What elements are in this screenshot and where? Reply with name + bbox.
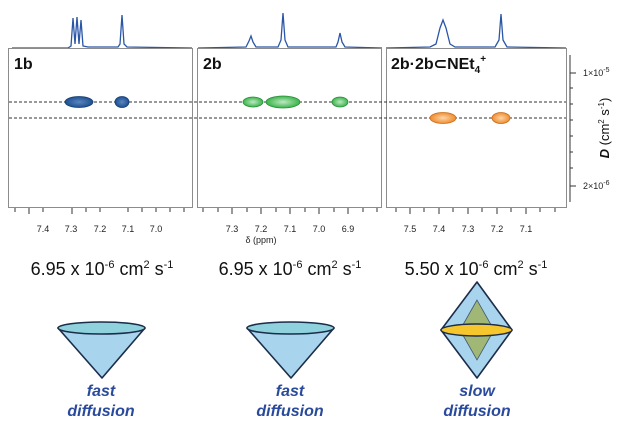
dimer-capsule-icon	[440, 281, 513, 379]
diffusion-value-complex: 5.50 x 10-6 cm2 s-1	[405, 259, 548, 279]
diffusion-desc-complex-line2: diffusion	[443, 403, 510, 420]
diffusion-desc-complex-line1: slow	[459, 383, 496, 400]
ppm-axis-2b: 7.3 7.2 7.1 7.0 6.9 δ (ppm)	[202, 208, 378, 245]
ppm-axis-1b: 7.4 7.3 7.2 7.1 7.0	[14, 208, 185, 234]
diffusion-value-1b: 6.95 x 10-6 cm2 s-1	[31, 259, 174, 279]
spectrum-trace-2b	[197, 12, 383, 49]
peaks-1b	[64, 96, 130, 108]
ppm-tick-label: 7.2	[94, 224, 107, 234]
panel-label-complex: 2b·2b⊂NEt4+	[391, 54, 486, 76]
panel-label-complex-main: 2b·2b⊂NEt	[391, 56, 475, 73]
cone-icon	[246, 321, 335, 379]
ppm-tick-label: 7.1	[122, 224, 135, 234]
ppm-tick-label: 7.4	[433, 224, 446, 234]
spectrum-complex	[385, 13, 567, 49]
d-axis: 1×10-5 2×10-6 D (cm2 s-1)	[569, 55, 612, 202]
ppm-tick-label: 6.9	[342, 224, 355, 234]
peak-2b-c	[331, 96, 349, 108]
d-axis-tick-label-top: 1×10-5	[583, 67, 610, 78]
spectrum-2b	[197, 12, 383, 49]
peak-2b-a	[242, 96, 264, 108]
cone-icon	[57, 321, 146, 379]
ppm-tick-label: 7.0	[150, 224, 163, 234]
ppm-tick-label: 7.0	[313, 224, 326, 234]
peak-2b-b	[265, 95, 301, 109]
diffusion-desc-2b-line2: diffusion	[256, 403, 323, 420]
d-axis-tick-label-bottom: 2×10-6	[583, 180, 610, 191]
panel-frame-1b	[8, 48, 193, 208]
peak-1b-a	[64, 96, 94, 108]
panel-label-complex-sub: 4	[475, 65, 481, 76]
peaks-2b	[242, 95, 349, 109]
ppm-tick-label: 7.2	[255, 224, 268, 234]
d-axis-title: D (cm2 s-1)	[597, 98, 612, 159]
ppm-tick-label: 7.3	[462, 224, 475, 234]
ppm-tick-label: 7.5	[404, 224, 417, 234]
guest-band-icon	[440, 323, 513, 337]
panel-label-2b: 2b	[203, 56, 222, 73]
ppm-tick-label: 7.3	[226, 224, 239, 234]
spectrum-trace-complex	[385, 13, 567, 49]
ppm-axis-title: δ (ppm)	[245, 235, 276, 245]
spectrum-1b	[12, 14, 193, 49]
ppm-tick-label: 7.2	[491, 224, 504, 234]
diffusion-desc-2b-line1: fast	[276, 383, 305, 400]
ppm-tick-label: 7.4	[37, 224, 50, 234]
panel-label-complex-sup: +	[480, 54, 486, 65]
diffusion-desc-1b-line1: fast	[87, 383, 116, 400]
ppm-axis-complex: 7.5 7.4 7.3 7.2 7.1	[395, 208, 556, 234]
ppm-tick-label: 7.3	[65, 224, 78, 234]
peak-complex-b	[491, 112, 511, 124]
diffusion-value-2b: 6.95 x 10-6 cm2 s-1	[219, 259, 362, 279]
peaks-complex	[429, 112, 511, 124]
ppm-tick-label: 7.1	[520, 224, 533, 234]
peak-complex-a	[429, 112, 457, 124]
peak-1b-b	[114, 96, 130, 108]
diffusion-desc-1b-line2: diffusion	[67, 403, 134, 420]
panel-frame-complex	[386, 48, 567, 208]
panel-frame-2b	[197, 48, 382, 208]
spectrum-trace-1b	[12, 14, 193, 49]
ppm-tick-label: 7.1	[284, 224, 297, 234]
panel-label-1b: 1b	[14, 56, 33, 73]
